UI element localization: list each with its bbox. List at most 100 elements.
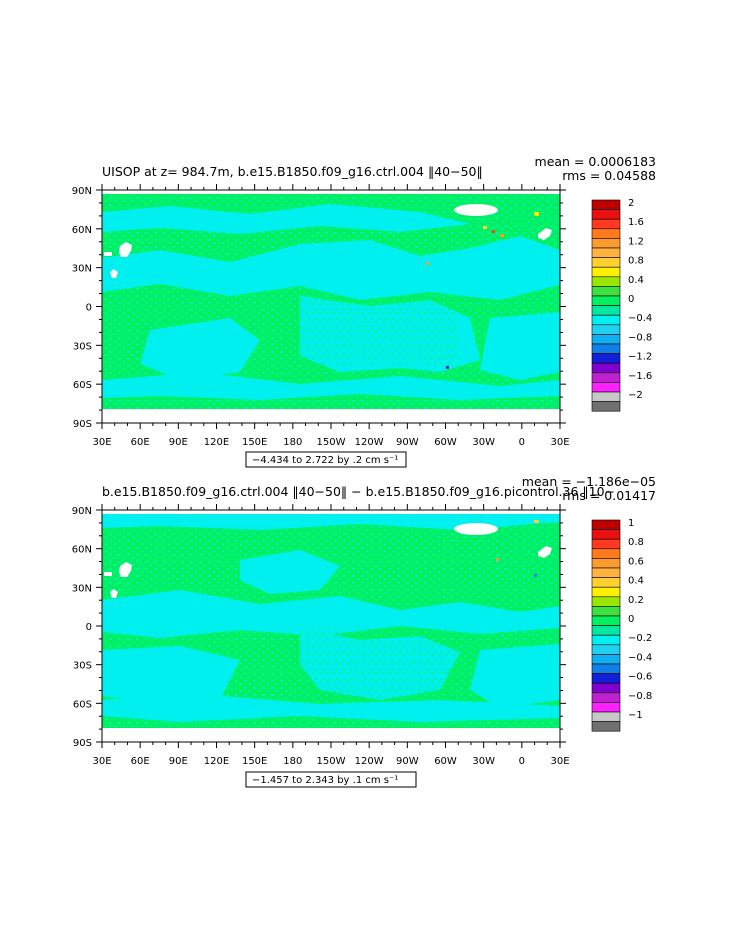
colorbar-swatch	[591, 692, 621, 703]
panel-top: UISOP at z= 984.7m, b.e15.B1850.f09_g16.…	[72, 154, 656, 468]
colorbar-swatch	[591, 199, 621, 210]
colorbar-label: 0.6	[628, 556, 644, 567]
colorbar-swatch	[591, 596, 621, 607]
colorbar-swatch	[591, 682, 621, 694]
colorbar-swatch	[591, 711, 621, 722]
y-tick-label: 90S	[73, 419, 92, 430]
x-tick-label: 30W	[472, 437, 495, 448]
y-tick-label: 90S	[73, 738, 92, 749]
colorbar-swatch	[591, 372, 621, 383]
stat-rms: rms = 0.01417	[562, 488, 656, 503]
colorbar-swatch	[591, 353, 621, 364]
colorbar-label: 0.4	[628, 275, 644, 286]
colorbar-swatch	[591, 295, 621, 306]
colorbar-swatch	[591, 673, 621, 684]
colorbar-swatch	[591, 286, 621, 297]
colorbar-swatch	[591, 567, 621, 578]
colorbar-swatch	[591, 606, 621, 617]
colorbar-label: −0.2	[628, 633, 652, 644]
x-tick-label: 30E	[550, 437, 569, 448]
colorbar-swatch	[591, 343, 621, 354]
colorbar-swatch	[591, 577, 621, 588]
y-axis: 90N 60N 30N 0 30S 60S 90S	[72, 186, 566, 430]
colorbar-swatch	[591, 324, 621, 335]
x-tick-label: 120E	[204, 756, 229, 767]
colorbar-label: 1.6	[628, 217, 644, 228]
x-tick-label: 30W	[472, 756, 495, 767]
y-tick-label: 90N	[72, 186, 92, 197]
y-tick-label: 60S	[73, 699, 92, 710]
colorbar-swatch	[591, 702, 621, 713]
minor-ticks	[99, 507, 563, 745]
colorbar-label: −1	[628, 710, 643, 721]
y-tick-label: 0	[86, 303, 92, 314]
x-tick-label: 90W	[396, 756, 419, 767]
colorbar-label: −0.4	[628, 313, 652, 324]
x-tick-label: 180	[283, 756, 302, 767]
chart-title: b.e15.B1850.f09_g16.ctrl.004 ‖40−50‖ − b…	[102, 484, 615, 499]
colorbar-swatch	[591, 334, 621, 345]
colorbar-swatch	[591, 228, 621, 239]
colorbar-swatch	[591, 257, 621, 268]
colorbar-swatch	[591, 276, 621, 287]
colorbar-label: 0	[628, 614, 634, 625]
x-tick-label: 30E	[92, 756, 111, 767]
colorbar-swatch	[591, 247, 621, 258]
y-tick-label: 60S	[73, 380, 92, 391]
colorbar-swatch	[591, 391, 621, 402]
colorbar-label: 1.2	[628, 236, 644, 247]
info-label: −4.434 to 2.722 by .2 cm s⁻¹	[252, 455, 398, 466]
colorbar-swatch	[591, 558, 621, 569]
colorbar-swatch	[591, 721, 621, 732]
map-field	[102, 190, 560, 423]
colorbar-label: −1.6	[628, 371, 652, 382]
colorbar-swatch	[591, 305, 621, 316]
colorbar-label: −0.4	[628, 652, 652, 663]
y-tick-label: 0	[86, 622, 92, 633]
info-box	[245, 451, 407, 468]
stat-rms: rms = 0.04588	[562, 168, 656, 183]
x-tick-label: 30E	[92, 437, 111, 448]
y-tick-label: 30S	[73, 341, 92, 352]
colorbar-swatch	[591, 644, 621, 655]
colorbar-swatch	[591, 538, 621, 550]
colorbar-swatch	[591, 654, 621, 665]
colorbar-swatch	[591, 634, 621, 646]
colorbar-label: −2	[628, 390, 643, 401]
chart-title: UISOP at z= 984.7m, b.e15.B1850.f09_g16.…	[102, 164, 483, 179]
x-tick-label: 0	[519, 756, 525, 767]
y-tick-label: 30N	[72, 264, 92, 275]
y-tick-label: 30N	[72, 583, 92, 594]
x-tick-label: 0	[519, 437, 525, 448]
colorbar-swatch	[591, 615, 621, 626]
y-tick-label: 60N	[72, 545, 92, 556]
colorbar: 1 0.8 0.6 0.4 0.2 0 −0.2 −0.4 −0.6 −0.8 −1	[591, 518, 652, 732]
colorbar-label: 1	[628, 518, 634, 529]
colorbar-label: −0.8	[628, 691, 652, 702]
colorbar-swatch	[591, 382, 621, 393]
colorbar-label: 0.4	[628, 576, 644, 587]
colorbar-swatch	[591, 548, 621, 559]
colorbar-swatch	[591, 362, 621, 374]
colorbar-label: 2	[628, 198, 634, 209]
colorbar-swatch	[591, 209, 621, 220]
colorbar-swatch	[591, 401, 621, 412]
stat-mean: mean = 0.0006183	[535, 154, 656, 169]
colorbar-swatch	[591, 586, 621, 598]
x-tick-label: 180	[283, 437, 302, 448]
colorbar-label: 0	[628, 294, 634, 305]
colorbar-swatch	[591, 218, 621, 230]
colorbar-label: −0.8	[628, 332, 652, 343]
x-tick-label: 150W	[317, 756, 346, 767]
info-label: −1.457 to 2.343 by .1 cm s⁻¹	[252, 775, 398, 786]
x-tick-label: 150W	[317, 437, 346, 448]
colorbar-swatch	[591, 529, 621, 540]
y-tick-label: 90N	[72, 506, 92, 517]
colorbar: 2 1.6 1.2 0.8 0.4 0 −0.4 −0.8 −1.2 −1.6 −2	[591, 198, 652, 412]
colorbar-swatch	[591, 663, 621, 674]
colorbar-swatch	[591, 266, 621, 278]
colorbar-label: 0.8	[628, 537, 644, 548]
colorbar-label: 0.8	[628, 256, 644, 267]
x-tick-label: 90E	[169, 437, 188, 448]
x-tick-label: 60E	[131, 437, 150, 448]
